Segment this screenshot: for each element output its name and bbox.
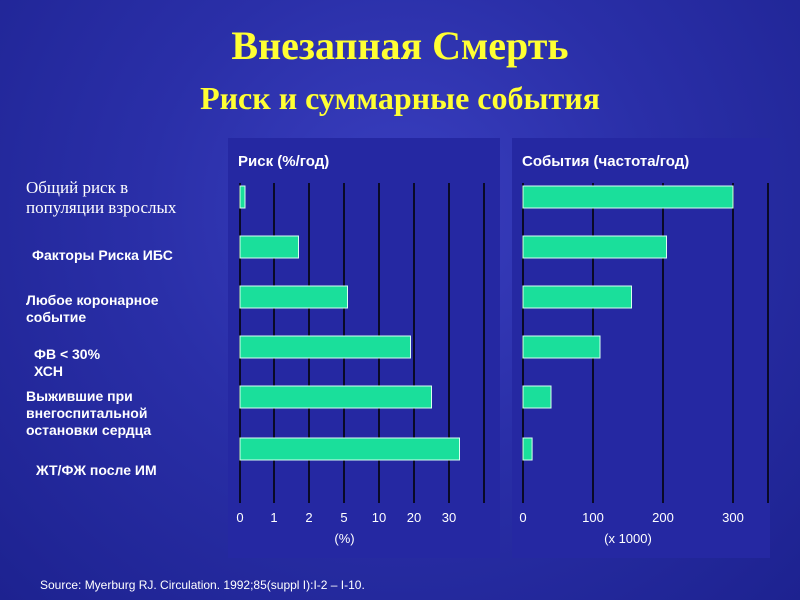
page-title: Внезапная Смерть <box>231 23 569 68</box>
events-tick-label: 200 <box>652 510 674 525</box>
page-subtitle: Риск и суммарные события <box>200 80 600 116</box>
risk-tick-label: 0 <box>236 510 243 525</box>
risk-tick-label: 10 <box>372 510 386 525</box>
row-label-coronary-event: Любое коронарное событие <box>26 292 159 325</box>
risk-bar <box>239 385 432 409</box>
risk-bar <box>239 335 411 359</box>
risk-tick-label: 5 <box>340 510 347 525</box>
risk-bar <box>239 285 348 309</box>
row-label-ihd-risk-factors: Факторы Риска ИБС <box>32 247 173 263</box>
events-bar <box>522 385 552 409</box>
risk-tick-label: 20 <box>407 510 421 525</box>
events-tick-label: 0 <box>519 510 526 525</box>
risk-bar <box>239 437 460 461</box>
source-note: Source: Myerburg RJ. Circulation. 1992;8… <box>40 578 365 592</box>
events-bar <box>522 437 533 461</box>
risk-tick-label: 2 <box>305 510 312 525</box>
risk-chart-title: Риск (%/год) <box>238 153 329 170</box>
risk-bar <box>239 235 299 259</box>
row-label-ef-chf: ФВ < 30% ХСН <box>34 346 101 379</box>
risk-bar <box>239 185 246 209</box>
events-axis-label: (x 1000) <box>604 531 652 546</box>
risk-tick-label: 30 <box>442 510 456 525</box>
events-chart-title: События (частота/год) <box>522 153 689 170</box>
events-bar <box>522 185 734 209</box>
row-label-vt-vf-after-mi: ЖТ/ФЖ после ИМ <box>36 462 157 478</box>
events-tick-label: 100 <box>582 510 604 525</box>
risk-axis-label: (%) <box>334 531 354 546</box>
events-bar <box>522 335 601 359</box>
events-tick-label: 300 <box>722 510 744 525</box>
risk-tick-label: 1 <box>270 510 277 525</box>
events-bar <box>522 235 667 259</box>
row-label-general-population: Общий риск в популяции взрослых <box>26 178 177 217</box>
row-label-cardiac-arrest-survivors: Выжившие при внегоспитальной остановки сер… <box>26 388 152 438</box>
events-bar <box>522 285 632 309</box>
